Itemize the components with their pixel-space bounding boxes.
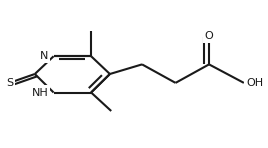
Text: O: O <box>205 30 213 41</box>
Text: S: S <box>6 78 13 88</box>
Text: N: N <box>40 51 48 61</box>
Text: OH: OH <box>247 78 264 88</box>
Text: NH: NH <box>32 87 48 98</box>
